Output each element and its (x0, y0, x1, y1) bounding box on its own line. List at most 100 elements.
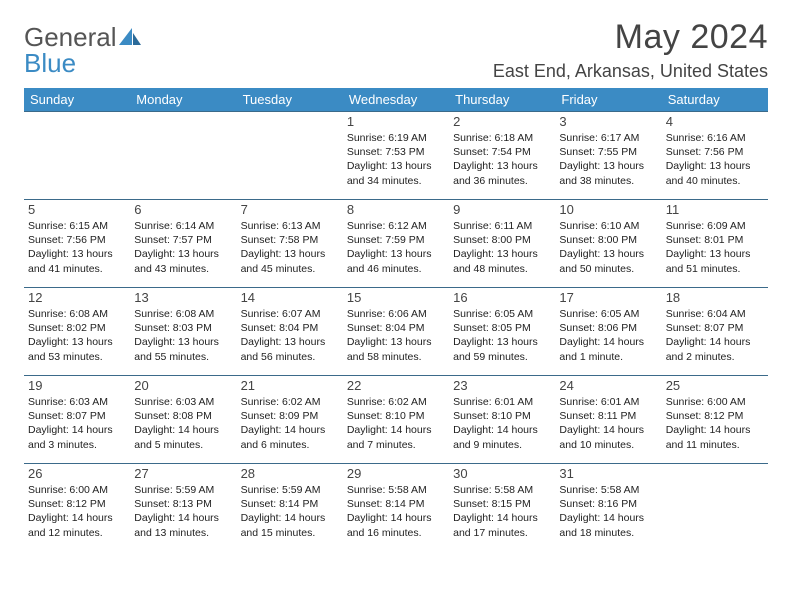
daylight-text: Daylight: 14 hours (559, 511, 657, 525)
daylight-text: Daylight: 13 hours (453, 335, 551, 349)
sunrise-text: Sunrise: 6:08 AM (134, 307, 232, 321)
calendar-day-cell: 1Sunrise: 6:19 AMSunset: 7:53 PMDaylight… (343, 112, 449, 200)
daylight-text: Daylight: 14 hours (559, 423, 657, 437)
day-number: 4 (666, 114, 764, 129)
day-info: Sunrise: 5:58 AMSunset: 8:16 PMDaylight:… (559, 483, 657, 540)
calendar-day-cell (237, 112, 343, 200)
calendar-day-cell: 23Sunrise: 6:01 AMSunset: 8:10 PMDayligh… (449, 376, 555, 464)
calendar-day-cell: 26Sunrise: 6:00 AMSunset: 8:12 PMDayligh… (24, 464, 130, 552)
sunrise-text: Sunrise: 6:15 AM (28, 219, 126, 233)
sunset-text: Sunset: 8:16 PM (559, 497, 657, 511)
day-info: Sunrise: 6:15 AMSunset: 7:56 PMDaylight:… (28, 219, 126, 276)
daylight-text: and 34 minutes. (347, 174, 445, 188)
sunrise-text: Sunrise: 6:03 AM (134, 395, 232, 409)
day-info: Sunrise: 5:59 AMSunset: 8:13 PMDaylight:… (134, 483, 232, 540)
daylight-text: Daylight: 14 hours (347, 423, 445, 437)
sunset-text: Sunset: 7:58 PM (241, 233, 339, 247)
day-info: Sunrise: 6:00 AMSunset: 8:12 PMDaylight:… (666, 395, 764, 452)
calendar-day-cell: 16Sunrise: 6:05 AMSunset: 8:05 PMDayligh… (449, 288, 555, 376)
daylight-text: Daylight: 13 hours (347, 335, 445, 349)
calendar-day-cell: 15Sunrise: 6:06 AMSunset: 8:04 PMDayligh… (343, 288, 449, 376)
daylight-text: Daylight: 14 hours (241, 423, 339, 437)
logo: General Blue (24, 24, 141, 76)
day-info: Sunrise: 5:58 AMSunset: 8:15 PMDaylight:… (453, 483, 551, 540)
daylight-text: Daylight: 14 hours (666, 423, 764, 437)
day-info: Sunrise: 6:03 AMSunset: 8:08 PMDaylight:… (134, 395, 232, 452)
calendar-day-cell: 17Sunrise: 6:05 AMSunset: 8:06 PMDayligh… (555, 288, 661, 376)
day-number: 30 (453, 466, 551, 481)
daylight-text: Daylight: 13 hours (241, 335, 339, 349)
daylight-text: and 10 minutes. (559, 438, 657, 452)
daylight-text: Daylight: 14 hours (134, 511, 232, 525)
daylight-text: and 40 minutes. (666, 174, 764, 188)
sunrise-text: Sunrise: 6:08 AM (28, 307, 126, 321)
daylight-text: and 46 minutes. (347, 262, 445, 276)
daylight-text: and 50 minutes. (559, 262, 657, 276)
day-info: Sunrise: 6:03 AMSunset: 8:07 PMDaylight:… (28, 395, 126, 452)
weekday-header: Saturday (662, 88, 768, 112)
sunrise-text: Sunrise: 6:10 AM (559, 219, 657, 233)
day-number: 12 (28, 290, 126, 305)
calendar-day-cell: 24Sunrise: 6:01 AMSunset: 8:11 PMDayligh… (555, 376, 661, 464)
daylight-text: and 12 minutes. (28, 526, 126, 540)
daylight-text: and 3 minutes. (28, 438, 126, 452)
calendar-day-cell: 31 Sunrise: 5:58 AMSunset: 8:16 PMDayligh… (555, 464, 661, 552)
daylight-text: Daylight: 14 hours (28, 423, 126, 437)
calendar-day-cell: 5Sunrise: 6:15 AMSunset: 7:56 PMDaylight… (24, 200, 130, 288)
daylight-text: Daylight: 13 hours (666, 159, 764, 173)
sunset-text: Sunset: 8:15 PM (453, 497, 551, 511)
calendar-day-cell: 9Sunrise: 6:11 AMSunset: 8:00 PMDaylight… (449, 200, 555, 288)
calendar-day-cell: 25 Sunrise: 6:00 AMSunset: 8:12 PMDayligh… (662, 376, 768, 464)
sunrise-text: Sunrise: 6:06 AM (347, 307, 445, 321)
daylight-text: and 59 minutes. (453, 350, 551, 364)
sunrise-text: Sunrise: 6:09 AM (666, 219, 764, 233)
day-info: Sunrise: 6:18 AMSunset: 7:54 PMDaylight:… (453, 131, 551, 188)
daylight-text: Daylight: 14 hours (134, 423, 232, 437)
sunset-text: Sunset: 8:00 PM (559, 233, 657, 247)
calendar-day-cell (130, 112, 236, 200)
day-number: 8 (347, 202, 445, 217)
calendar-day-cell: 20Sunrise: 6:03 AMSunset: 8:08 PMDayligh… (130, 376, 236, 464)
daylight-text: and 15 minutes. (241, 526, 339, 540)
day-number: 25 (666, 378, 764, 393)
sunset-text: Sunset: 8:11 PM (559, 409, 657, 423)
day-info: Sunrise: 6:05 AMSunset: 8:05 PMDaylight:… (453, 307, 551, 364)
weekday-header: Tuesday (237, 88, 343, 112)
sunset-text: Sunset: 8:04 PM (241, 321, 339, 335)
weekday-header-row: Sunday Monday Tuesday Wednesday Thursday… (24, 88, 768, 112)
sunrise-text: Sunrise: 5:58 AM (347, 483, 445, 497)
sunset-text: Sunset: 8:10 PM (453, 409, 551, 423)
day-number: 22 (347, 378, 445, 393)
sunset-text: Sunset: 7:53 PM (347, 145, 445, 159)
calendar-week-row: 1Sunrise: 6:19 AMSunset: 7:53 PMDaylight… (24, 112, 768, 200)
day-number: 27 (134, 466, 232, 481)
sunset-text: Sunset: 8:07 PM (28, 409, 126, 423)
day-info: Sunrise: 6:05 AMSunset: 8:06 PMDaylight:… (559, 307, 657, 364)
sunset-text: Sunset: 7:54 PM (453, 145, 551, 159)
day-number: 7 (241, 202, 339, 217)
sunrise-text: Sunrise: 6:11 AM (453, 219, 551, 233)
sunrise-text: Sunrise: 6:02 AM (241, 395, 339, 409)
daylight-text: Daylight: 13 hours (28, 247, 126, 261)
sunrise-text: Sunrise: 6:13 AM (241, 219, 339, 233)
calendar-day-cell: 30 Sunrise: 5:58 AMSunset: 8:15 PMDayligh… (449, 464, 555, 552)
calendar-day-cell: 12Sunrise: 6:08 AMSunset: 8:02 PMDayligh… (24, 288, 130, 376)
daylight-text: and 9 minutes. (453, 438, 551, 452)
sunset-text: Sunset: 7:59 PM (347, 233, 445, 247)
daylight-text: and 5 minutes. (134, 438, 232, 452)
sunset-text: Sunset: 7:57 PM (134, 233, 232, 247)
sunrise-text: Sunrise: 6:02 AM (347, 395, 445, 409)
daylight-text: Daylight: 13 hours (347, 247, 445, 261)
sunrise-text: Sunrise: 6:19 AM (347, 131, 445, 145)
day-number: 31 (559, 466, 657, 481)
day-info: Sunrise: 6:04 AMSunset: 8:07 PMDaylight:… (666, 307, 764, 364)
weekday-header: Wednesday (343, 88, 449, 112)
daylight-text: and 1 minute. (559, 350, 657, 364)
calendar-day-cell: 7Sunrise: 6:13 AMSunset: 7:58 PMDaylight… (237, 200, 343, 288)
sunset-text: Sunset: 8:14 PM (241, 497, 339, 511)
calendar-day-cell: 10Sunrise: 6:10 AMSunset: 8:00 PMDayligh… (555, 200, 661, 288)
daylight-text: Daylight: 14 hours (559, 335, 657, 349)
day-number: 28 (241, 466, 339, 481)
daylight-text: and 18 minutes. (559, 526, 657, 540)
day-number: 15 (347, 290, 445, 305)
